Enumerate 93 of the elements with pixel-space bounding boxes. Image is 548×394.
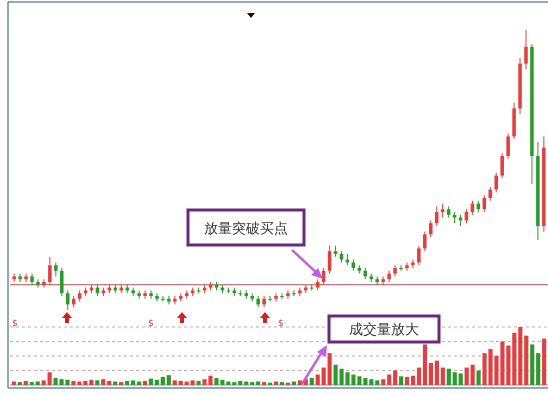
candlestick bbox=[393, 264, 397, 277]
bar bbox=[220, 380, 224, 385]
bar bbox=[351, 374, 356, 385]
bar bbox=[214, 378, 219, 385]
candlestick bbox=[500, 152, 504, 179]
bar bbox=[148, 378, 153, 385]
bar bbox=[410, 376, 416, 385]
bar bbox=[48, 372, 52, 385]
bar bbox=[399, 376, 404, 385]
candlestick bbox=[446, 206, 450, 218]
candlestick bbox=[334, 245, 338, 258]
candlestick bbox=[78, 290, 82, 302]
bar bbox=[130, 380, 136, 385]
bar bbox=[12, 382, 16, 385]
bar bbox=[196, 380, 201, 385]
bar bbox=[113, 382, 118, 385]
bar bbox=[506, 346, 510, 385]
bar bbox=[190, 380, 195, 385]
bar bbox=[357, 376, 362, 385]
bar bbox=[416, 368, 422, 385]
bar bbox=[18, 382, 22, 385]
candlestick bbox=[488, 186, 492, 202]
bar bbox=[310, 378, 314, 385]
bar bbox=[71, 380, 76, 385]
bar bbox=[274, 382, 278, 385]
bar bbox=[59, 379, 64, 385]
candlestick bbox=[72, 296, 76, 308]
bar bbox=[136, 382, 142, 385]
candlestick bbox=[60, 268, 64, 296]
candlestick bbox=[428, 220, 433, 238]
candlestick bbox=[280, 292, 284, 300]
bar bbox=[77, 382, 82, 385]
candlestick bbox=[470, 200, 474, 216]
candlestick bbox=[387, 270, 391, 282]
bar bbox=[280, 382, 284, 385]
annotation: $ bbox=[278, 319, 284, 329]
annotation: $ bbox=[12, 319, 18, 329]
candlestick bbox=[322, 268, 326, 286]
candlestick bbox=[524, 30, 528, 70]
bar bbox=[542, 338, 546, 385]
candlestick bbox=[494, 172, 498, 193]
candlestick bbox=[352, 259, 356, 272]
candlestick bbox=[256, 296, 260, 308]
bar bbox=[124, 380, 130, 385]
candlestick bbox=[30, 273, 34, 286]
bar bbox=[363, 378, 368, 385]
candlestick bbox=[399, 264, 403, 272]
candlestick bbox=[440, 203, 444, 218]
candlestick bbox=[340, 250, 344, 263]
bar bbox=[95, 380, 100, 385]
bar bbox=[440, 368, 445, 385]
candlestick bbox=[328, 245, 332, 274]
candlestick bbox=[417, 245, 421, 266]
candlestick bbox=[66, 290, 70, 310]
candlestick bbox=[96, 284, 100, 296]
bar bbox=[119, 382, 124, 385]
annotation: $ bbox=[148, 319, 154, 329]
annotation: 成交量放大 bbox=[349, 322, 419, 338]
bar bbox=[339, 368, 344, 385]
bar bbox=[24, 380, 28, 385]
bar bbox=[482, 353, 487, 385]
bar bbox=[500, 342, 505, 385]
bar bbox=[476, 370, 481, 385]
bar bbox=[434, 360, 439, 385]
bar bbox=[202, 379, 207, 385]
bar bbox=[208, 376, 213, 385]
bar bbox=[334, 364, 338, 385]
candlestick bbox=[316, 278, 320, 291]
bar bbox=[262, 382, 266, 385]
bar bbox=[65, 380, 70, 385]
bar bbox=[422, 344, 428, 385]
bar bbox=[494, 356, 499, 385]
bar bbox=[488, 349, 493, 385]
bar bbox=[405, 376, 410, 385]
bar bbox=[42, 380, 46, 385]
candlestick bbox=[423, 231, 427, 252]
candlestick bbox=[464, 208, 468, 224]
bar bbox=[292, 382, 296, 385]
bar bbox=[345, 372, 350, 385]
candlestick bbox=[54, 262, 58, 277]
bar bbox=[428, 362, 434, 385]
candlestick bbox=[346, 254, 350, 266]
bar bbox=[142, 380, 148, 385]
bar bbox=[53, 378, 58, 385]
candlestick bbox=[482, 194, 486, 212]
candlestick bbox=[476, 200, 480, 212]
candlestick bbox=[364, 268, 368, 280]
candlestick bbox=[48, 256, 52, 286]
annotation: 放量突破买点 bbox=[204, 221, 288, 237]
candlestick bbox=[506, 133, 510, 160]
candlestick bbox=[434, 206, 438, 226]
candlestick bbox=[458, 214, 462, 226]
candlestick bbox=[262, 296, 266, 308]
